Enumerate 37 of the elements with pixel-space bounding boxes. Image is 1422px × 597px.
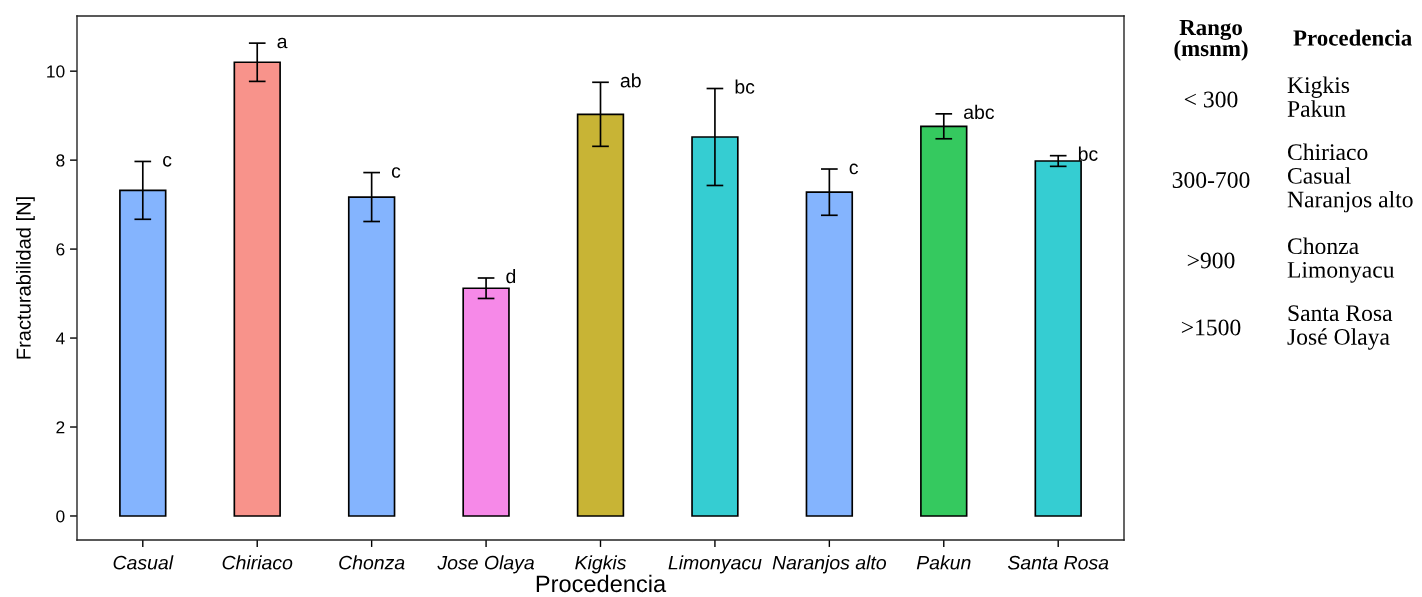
bar [1034,160,1082,517]
annotation: c [163,156,172,167]
text: >1500 [1181,319,1241,336]
x-tick-label: Naranjos alto [772,555,887,574]
y-tick-label: 10 [47,65,65,78]
annotation: bc [1078,146,1098,161]
text: Rango (msnm) [1174,19,1248,61]
y-tick-label: 6 [56,243,65,256]
text: Santa Rosa José Olaya [1287,305,1393,350]
x-tick-label: Chonza [339,555,405,570]
text: Kigkis Pakun [1287,76,1350,117]
x-tick-label: Limonyacu [668,555,762,574]
x-tick-label: Casual [113,555,174,570]
x-axis-title: Procedencia [536,574,667,593]
text: Chiriaco Casual Naranjos alto [1287,143,1413,213]
x-tick-label: Jose Olaya [437,555,535,574]
text: Procedencia [1293,29,1412,46]
y-axis-title: Fracturabilidad [N] [16,197,35,359]
annotation: abc [964,104,995,120]
x-tick-label: Santa Rosa [1007,555,1109,570]
text: < 300 [1184,91,1238,108]
x-tick-label: Pakun [916,555,971,570]
annotation: a [277,37,288,49]
x-tick-label: Kigkis [575,555,627,574]
y-tick-label: 8 [56,154,65,167]
annotation: bc [735,79,755,94]
text: 300-700 [1172,171,1250,188]
y-tick-label: 0 [56,510,65,523]
annotation: d [506,268,516,284]
annotation: c [391,167,401,178]
annotation: c [849,163,859,175]
annotation: ab [620,73,641,88]
y-tick-label: 2 [56,421,65,434]
text: >900 [1187,252,1235,269]
x-tick-label: Chiriaco [222,555,293,570]
text: Chonza Limonyacu [1287,237,1395,283]
y-tick-label: 4 [55,332,65,345]
